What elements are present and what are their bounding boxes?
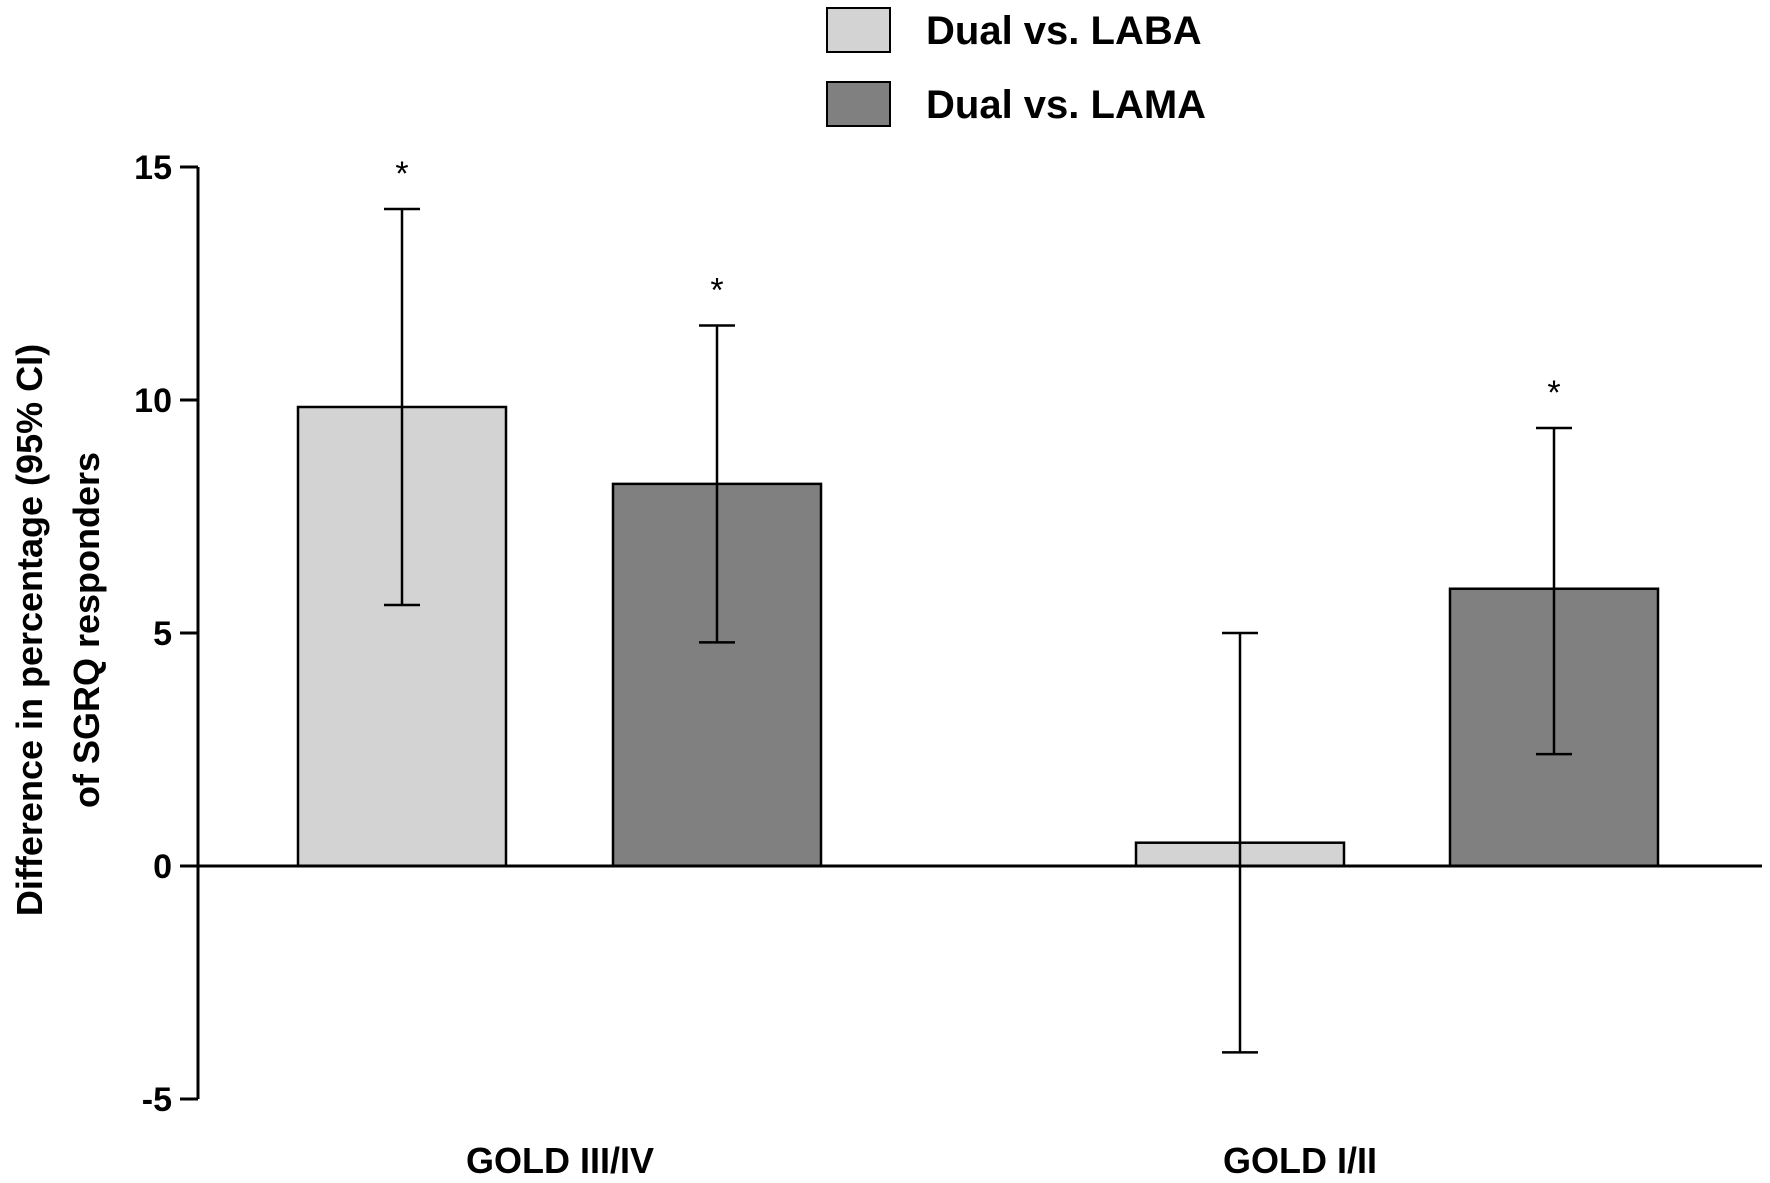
legend-label-0: Dual vs. LABA — [926, 9, 1202, 53]
legend: Dual vs. LABA Dual vs. LAMA — [826, 7, 1206, 127]
significance-marker-1-1: * — [1547, 374, 1560, 412]
x-category-label-0: GOLD III/IV — [466, 1140, 654, 1181]
bars: * * * — [296, 155, 1660, 1054]
y-axis-title-line-0: Difference in percentage (95% CI) — [9, 344, 50, 916]
significance-marker-0-0: * — [395, 155, 408, 193]
y-tick-label-3: 10 — [134, 382, 172, 420]
x-category-label-1: GOLD I/II — [1223, 1140, 1377, 1181]
legend-swatch-1 — [826, 81, 891, 127]
legend-label-1: Dual vs. LAMA — [926, 83, 1206, 127]
y-axis-title-line-1: of SGRQ responders — [66, 452, 107, 808]
y-tick-label-4: 15 — [134, 149, 172, 187]
y-tick-label-2: 5 — [153, 615, 172, 653]
y-axis-title: Difference in percentage (95% CI) of SGRQ… — [9, 344, 107, 916]
significance-marker-0-1: * — [710, 271, 723, 309]
y-tick-label-1: 0 — [153, 848, 172, 886]
legend-swatch-0 — [826, 7, 891, 53]
y-tick-label-0: -5 — [142, 1081, 172, 1119]
y-axis: -5 0 5 10 15 — [134, 149, 200, 1119]
x-axis-labels: GOLD III/IV GOLD I/II — [466, 1140, 1377, 1181]
